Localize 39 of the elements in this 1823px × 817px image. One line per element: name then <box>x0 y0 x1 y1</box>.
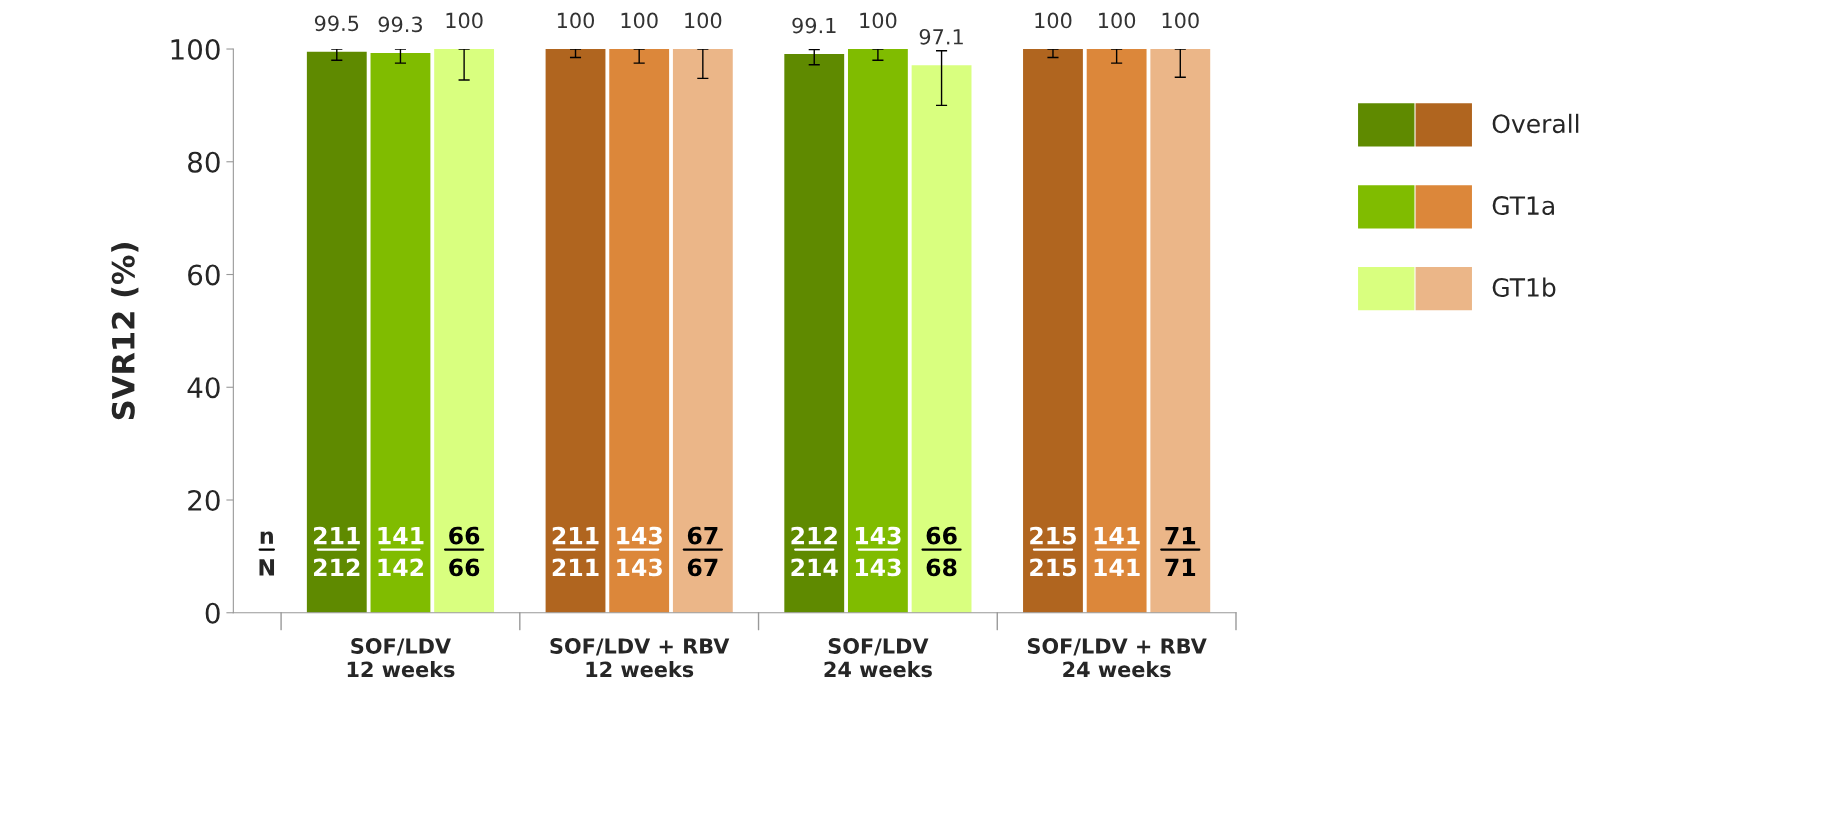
y-tick-label: 80 <box>188 151 220 173</box>
annotation: 141 141 <box>1094 526 1140 576</box>
legend-label: Overall <box>1492 113 1579 134</box>
y-tick-label: 100 <box>171 38 220 60</box>
annotation: n N <box>259 531 275 576</box>
data-label: 100 <box>446 12 483 29</box>
legend-label: GT1a <box>1492 196 1554 216</box>
data-label: 100 <box>1099 12 1136 29</box>
x-tick-label: SOF/LDV + RBV 24 weeks <box>1027 638 1207 678</box>
data-label: 99.1 <box>792 17 836 34</box>
annotation: 215 215 <box>1030 526 1076 577</box>
data-label: 99.3 <box>378 16 422 33</box>
data-label: 97.1 <box>919 28 963 45</box>
annotation: 211 212 <box>314 526 360 576</box>
data-label: 100 <box>557 12 595 29</box>
annotation: 143 143 <box>855 526 901 577</box>
x-tick-label: SOF/LDV 12 weeks <box>347 638 455 678</box>
legend-label: GT1b <box>1492 277 1556 297</box>
annotation: 66 68 <box>926 526 957 577</box>
data-label: 100 <box>685 12 722 29</box>
x-tick-label: SOF/LDV 24 weeks <box>824 638 932 678</box>
y-tick-label: 0 <box>205 602 220 624</box>
y-tick-label: 40 <box>187 377 220 399</box>
data-label: 100 <box>1162 12 1199 29</box>
y-axis-title: SVR12 (%) <box>111 243 139 420</box>
data-label: 100 <box>860 12 897 29</box>
data-label: 100 <box>1035 12 1072 29</box>
annotation: 66 66 <box>449 526 480 577</box>
y-tick-label: 60 <box>188 264 220 286</box>
annotation: 143 143 <box>617 526 662 577</box>
data-label: 100 <box>621 12 658 29</box>
annotation: 71 71 <box>1165 526 1196 576</box>
annotation: 211 211 <box>552 526 599 576</box>
data-label: 99.5 <box>314 15 359 32</box>
annotation: 141 142 <box>378 526 424 576</box>
x-tick-label: SOF/LDV + RBV 12 weeks <box>550 638 730 678</box>
annotation: 67 67 <box>687 526 718 577</box>
annotation: 212 214 <box>791 526 838 576</box>
y-tick-label: 20 <box>188 489 220 511</box>
